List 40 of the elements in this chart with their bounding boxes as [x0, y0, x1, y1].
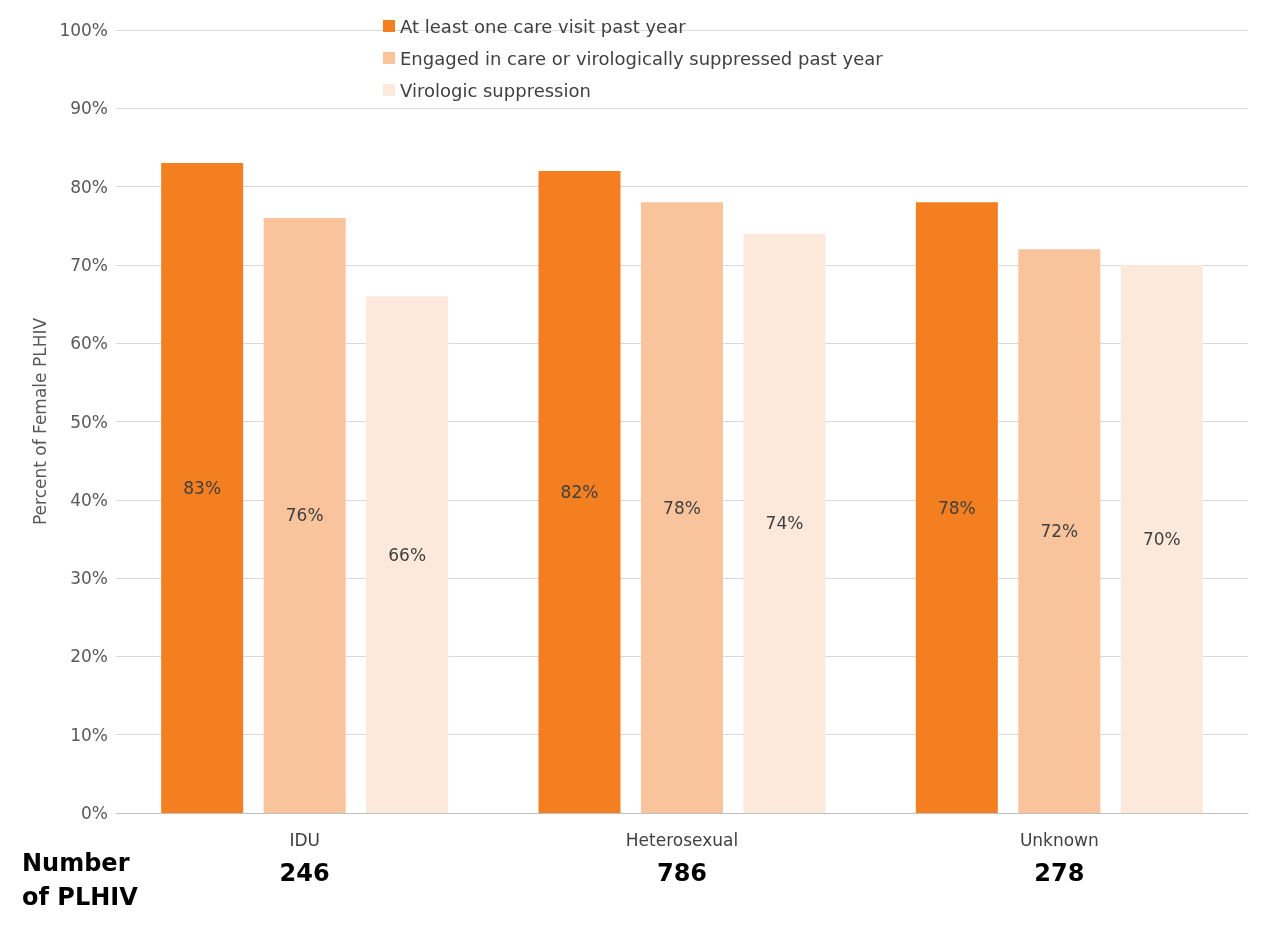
x-tick-label: IDU	[289, 829, 320, 850]
y-tick-label: 0%	[81, 803, 108, 823]
bar	[538, 170, 621, 813]
data-label: 74%	[765, 513, 804, 534]
legend-label: At least one care visit past year	[400, 15, 687, 37]
legend-label: Engaged in care or virologically suppressed past year	[400, 47, 884, 69]
bar	[366, 296, 449, 813]
text: 786	[656, 859, 708, 887]
text: 246	[279, 859, 330, 887]
y-tick-label: 60%	[70, 333, 108, 354]
data-label: 70%	[1142, 528, 1181, 549]
bar	[161, 163, 244, 813]
data-label: 76%	[285, 505, 324, 526]
bar	[915, 202, 998, 813]
y-tick-label: 10%	[70, 724, 108, 745]
x-tick-label: Unknown	[1019, 829, 1099, 850]
data-label: 78%	[937, 497, 976, 518]
y-tick-label: 40%	[70, 489, 108, 510]
x-tick-label: Heterosexual	[625, 829, 739, 850]
bar	[263, 217, 346, 813]
y-tick-label: 90%	[70, 98, 108, 119]
data-label: 72%	[1040, 521, 1079, 542]
y-tick-label: 50%	[70, 411, 108, 432]
y-tick-label: 20%	[70, 646, 108, 667]
data-label: 83%	[183, 478, 222, 499]
legend-label: Virologic suppression	[400, 79, 591, 101]
y-tick-label: 80%	[70, 176, 108, 197]
bar	[1120, 264, 1203, 813]
y-tick-label: 70%	[70, 254, 108, 275]
data-label: 82%	[560, 481, 599, 502]
y-axis-title: Percent of Female PLHIV	[30, 317, 50, 526]
y-tick-label: 30%	[70, 568, 108, 589]
y-tick-label: 100%	[59, 20, 108, 40]
bar	[641, 202, 723, 813]
text: Number of PLHIV	[22, 849, 139, 911]
bar	[743, 233, 826, 813]
data-label: 66%	[388, 544, 427, 565]
bar	[1018, 249, 1101, 813]
data-label: 78%	[663, 497, 701, 518]
text: 278	[1034, 859, 1085, 887]
